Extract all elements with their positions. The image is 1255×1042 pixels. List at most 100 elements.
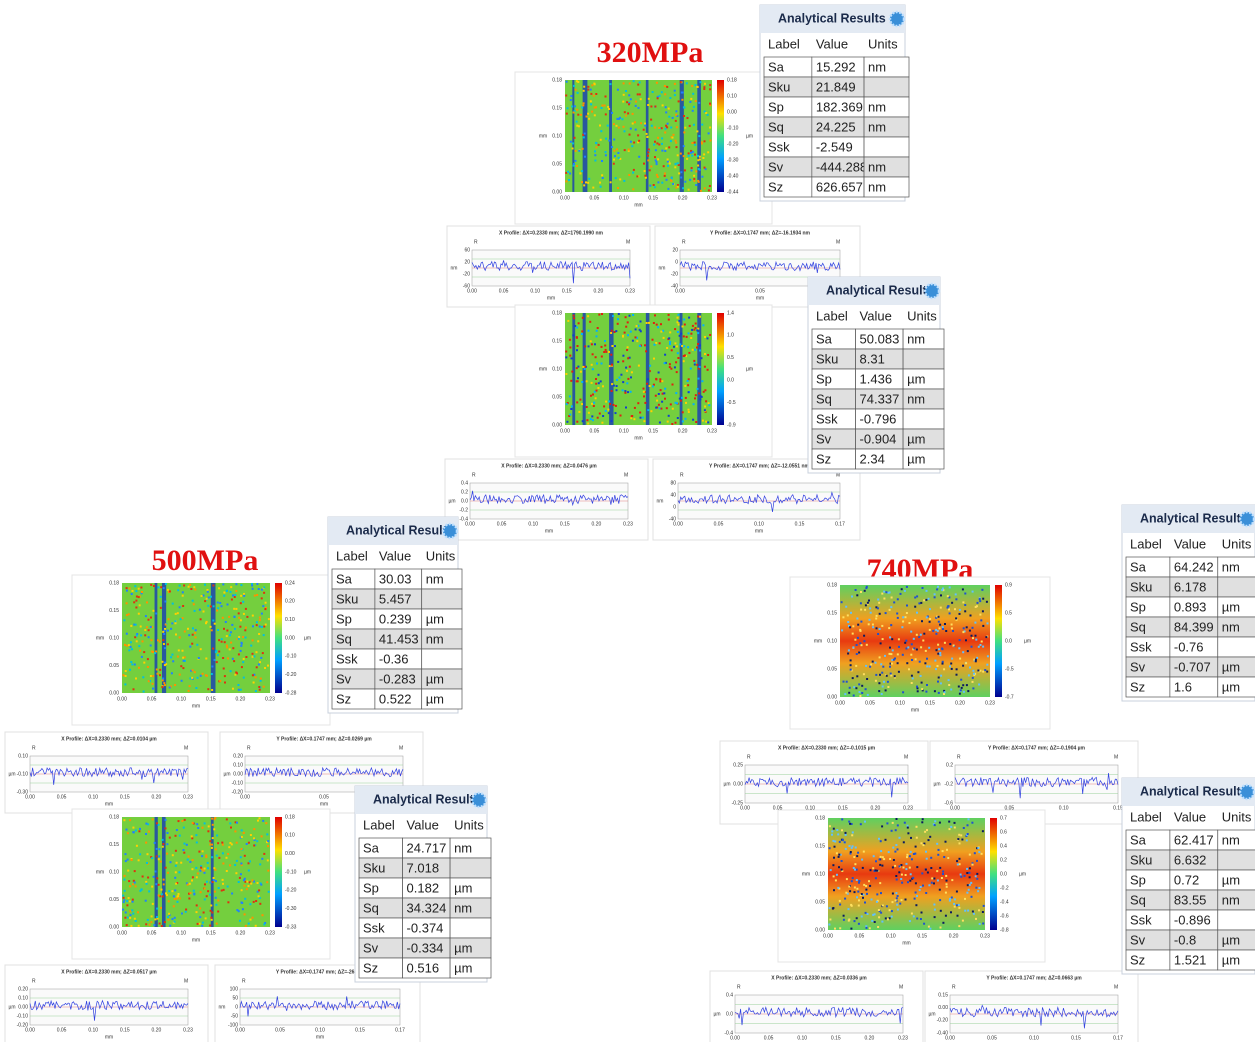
map-speck xyxy=(254,676,257,679)
map-speck xyxy=(850,846,853,849)
map-speck xyxy=(697,327,700,330)
column-header: Value xyxy=(1174,536,1206,551)
map-speck xyxy=(833,856,835,859)
map-speck xyxy=(238,636,241,639)
map-speck xyxy=(129,910,132,913)
map-speck xyxy=(875,900,878,903)
map-speck xyxy=(191,868,194,871)
map-speck xyxy=(931,877,934,880)
map-speck xyxy=(859,695,862,697)
map-speck xyxy=(676,402,678,405)
map-speck xyxy=(880,693,883,695)
map-speck xyxy=(878,910,881,913)
map-speck xyxy=(923,922,926,925)
map-speck xyxy=(671,116,674,119)
table-cell xyxy=(421,588,463,610)
map-speck xyxy=(856,617,859,620)
map-speck xyxy=(187,585,190,588)
map-speck xyxy=(622,100,625,103)
map-speck xyxy=(678,397,681,400)
map-speck xyxy=(677,323,680,326)
profile-y-tick: 0.20 xyxy=(233,753,243,759)
map-speck xyxy=(134,585,137,588)
map-speck xyxy=(849,668,852,671)
map-speck xyxy=(131,900,134,903)
map-speck xyxy=(612,162,615,165)
map-speck xyxy=(627,357,630,360)
map-speck xyxy=(601,421,604,424)
profile-y-tick: 0 xyxy=(673,504,676,510)
map-speck xyxy=(150,639,153,642)
map-speck xyxy=(661,137,664,140)
map-speck xyxy=(239,602,242,605)
map-speck xyxy=(593,390,596,393)
map-speck xyxy=(944,914,947,917)
map-speck xyxy=(904,616,907,619)
map-speck xyxy=(883,858,886,861)
map-speck xyxy=(891,821,894,824)
map-speck xyxy=(951,657,954,660)
colorbar-tick-label: 0.20 xyxy=(285,599,295,605)
map-speck xyxy=(892,846,895,849)
map-speck xyxy=(926,665,929,668)
map-speck xyxy=(660,127,663,130)
map-speck xyxy=(886,822,889,825)
map-speck xyxy=(690,149,693,152)
map-speck xyxy=(942,587,944,590)
map-speck xyxy=(971,626,974,629)
map-speck xyxy=(674,401,677,404)
map-speck xyxy=(706,113,709,116)
cell-text: 1.6 xyxy=(1174,679,1192,694)
map-speck xyxy=(943,689,946,692)
map-speck xyxy=(240,666,243,669)
map-speck xyxy=(221,878,224,881)
table-title: Analytical Results xyxy=(1140,511,1248,525)
map-speck xyxy=(965,835,968,838)
map-speck xyxy=(210,595,212,598)
settings-icon[interactable] xyxy=(923,282,941,300)
map-speck xyxy=(124,911,127,914)
map-speck xyxy=(935,632,938,635)
profile-y-label: µm xyxy=(713,1011,720,1017)
profile-x-tick: 0.00 xyxy=(950,805,960,811)
map-speck xyxy=(676,115,679,117)
map-speck xyxy=(596,416,599,419)
settings-icon[interactable] xyxy=(1238,783,1255,801)
map-speck xyxy=(971,862,974,865)
map-speck xyxy=(191,837,194,840)
map-speck xyxy=(884,689,887,692)
map-speck xyxy=(628,174,631,176)
table-cell xyxy=(1217,636,1255,658)
map-speck xyxy=(943,668,946,671)
map-speck xyxy=(690,169,693,172)
map-speck xyxy=(125,614,128,617)
settings-icon[interactable] xyxy=(1238,510,1255,528)
settings-icon[interactable] xyxy=(470,791,488,809)
map-speck xyxy=(160,586,163,589)
map-speck xyxy=(205,657,208,660)
map-speck xyxy=(234,594,237,596)
map-speck xyxy=(652,383,655,386)
map-speck xyxy=(253,655,256,658)
map-speck xyxy=(655,342,658,344)
map-speck xyxy=(898,836,901,839)
settings-icon[interactable] xyxy=(441,522,459,540)
map-speck xyxy=(144,899,147,902)
map-speck xyxy=(687,411,690,413)
map-speck xyxy=(207,596,210,599)
map-speck xyxy=(884,612,887,615)
map-speck xyxy=(571,105,574,108)
map-speck xyxy=(940,877,943,879)
map-speck xyxy=(612,384,615,387)
map-speck xyxy=(685,355,688,358)
map-speck xyxy=(949,897,952,900)
map-speck xyxy=(185,843,188,846)
map-speck xyxy=(878,628,881,630)
map-speck xyxy=(858,880,861,882)
settings-icon[interactable] xyxy=(888,10,906,28)
profile-x-tick: 0.23 xyxy=(623,521,633,527)
map-speck xyxy=(193,893,196,896)
profile-y-tick: 50 xyxy=(232,995,238,1001)
map-speck xyxy=(661,149,664,152)
map-speck xyxy=(163,633,166,635)
